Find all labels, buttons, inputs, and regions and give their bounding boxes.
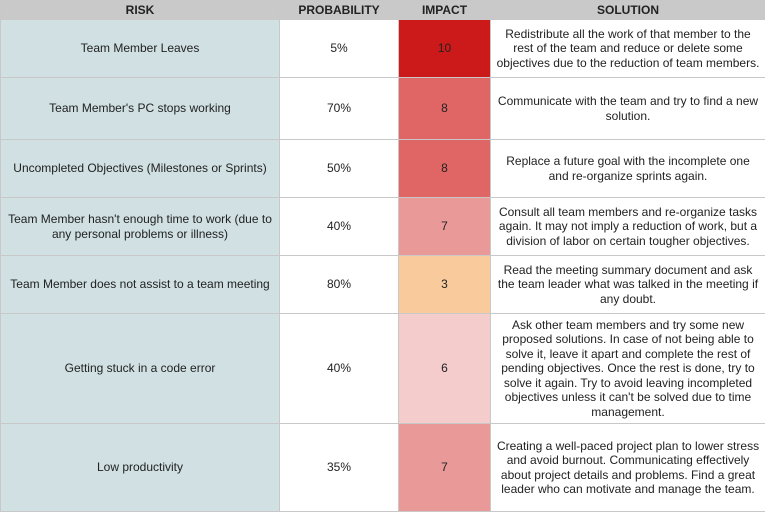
solution-cell: Read the meeting summary document and as… bbox=[490, 255, 765, 314]
solution-cell: Consult all team members and re-organize… bbox=[490, 197, 765, 256]
probability-cell: 40% bbox=[279, 313, 399, 424]
impact-cell: 6 bbox=[398, 313, 491, 424]
table-row: Team Member does not assist to a team me… bbox=[0, 255, 765, 314]
table-row: Low productivity 35% 7 Creating a well-p… bbox=[0, 423, 765, 512]
risk-cell: Getting stuck in a code error bbox=[0, 313, 280, 424]
solution-cell: Creating a well-paced project plan to lo… bbox=[490, 423, 765, 512]
probability-cell: 5% bbox=[279, 19, 399, 78]
impact-cell: 3 bbox=[398, 255, 491, 314]
impact-cell: 7 bbox=[398, 197, 491, 256]
probability-cell: 70% bbox=[279, 77, 399, 140]
risk-cell: Team Member hasn't enough time to work (… bbox=[0, 197, 280, 256]
header-impact: IMPACT bbox=[398, 0, 491, 20]
probability-cell: 50% bbox=[279, 139, 399, 198]
solution-cell: Communicate with the team and try to fin… bbox=[490, 77, 765, 140]
header-risk: RISK bbox=[0, 0, 280, 20]
risk-cell: Team Member's PC stops working bbox=[0, 77, 280, 140]
impact-cell: 8 bbox=[398, 139, 491, 198]
probability-cell: 40% bbox=[279, 197, 399, 256]
table-row: Team Member hasn't enough time to work (… bbox=[0, 197, 765, 256]
table-row: Team Member's PC stops working 70% 8 Com… bbox=[0, 77, 765, 140]
solution-cell: Ask other team members and try some new … bbox=[490, 313, 765, 424]
table-row: Getting stuck in a code error 40% 6 Ask … bbox=[0, 313, 765, 424]
header-row: RISK PROBABILITY IMPACT SOLUTION bbox=[0, 0, 765, 20]
solution-cell: Replace a future goal with the incomplet… bbox=[490, 139, 765, 198]
header-probability: PROBABILITY bbox=[279, 0, 399, 20]
risk-cell: Team Member Leaves bbox=[0, 19, 280, 78]
table-row: Uncompleted Objectives (Milestones or Sp… bbox=[0, 139, 765, 198]
probability-cell: 35% bbox=[279, 423, 399, 512]
impact-cell: 8 bbox=[398, 77, 491, 140]
impact-cell: 10 bbox=[398, 19, 491, 78]
header-solution: SOLUTION bbox=[490, 0, 765, 20]
table-row: Team Member Leaves 5% 10 Redistribute al… bbox=[0, 19, 765, 78]
probability-cell: 80% bbox=[279, 255, 399, 314]
impact-cell: 7 bbox=[398, 423, 491, 512]
risk-cell: Uncompleted Objectives (Milestones or Sp… bbox=[0, 139, 280, 198]
risk-cell: Low productivity bbox=[0, 423, 280, 512]
risk-cell: Team Member does not assist to a team me… bbox=[0, 255, 280, 314]
solution-cell: Redistribute all the work of that member… bbox=[490, 19, 765, 78]
